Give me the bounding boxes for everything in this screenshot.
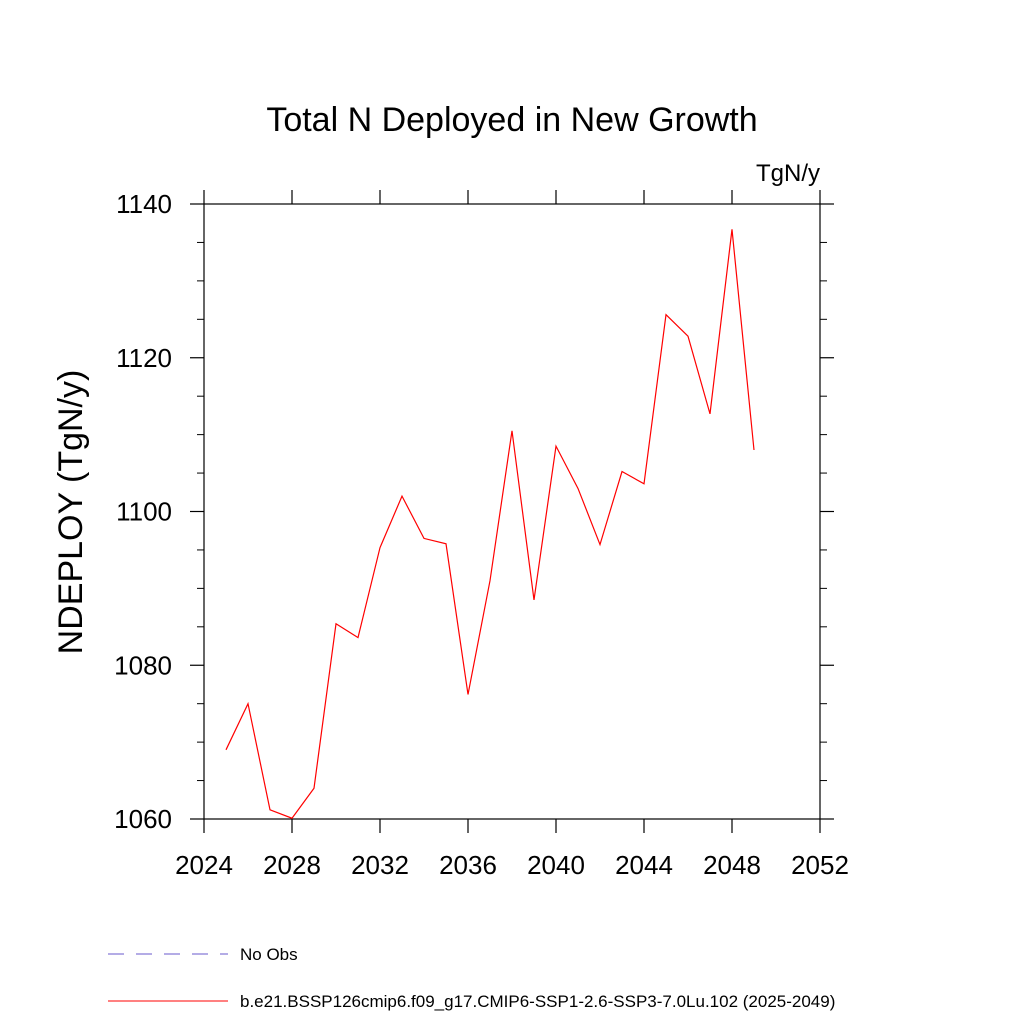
x-tick-label: 2028 [263,850,321,880]
x-tick-label: 2032 [351,850,409,880]
y-axis-label: NDEPLOY (TgN/y) [52,370,90,655]
y-tick-label: 1140 [116,189,172,219]
series-line [225,229,755,819]
x-tick-label: 2040 [527,850,585,880]
x-tick-label: 2036 [439,850,497,880]
y-tick-label: 1100 [116,497,172,527]
legend-label: No Obs [240,945,298,964]
x-tick-label: 2052 [791,850,849,880]
units-label: TgN/y [756,160,820,187]
axes: 2024 2028 2032 2036 2040 2044 2048 2052 1060 1080… [114,189,849,880]
y-tick-label: 1080 [114,650,172,680]
y-tick-label: 1120 [116,343,172,373]
legend: No Obs b.e21.BSSP126cmip6.f09_g17.CMIP6-S… [108,945,835,1011]
series-layer [225,229,755,819]
x-tick-label: 2044 [615,850,673,880]
plot-frame [203,203,821,820]
x-tick-label: 2024 [175,850,233,880]
chart-title: Total N Deployed in New Growth [266,101,757,139]
x-tick-label: 2048 [703,850,761,880]
legend-label: b.e21.BSSP126cmip6.f09_g17.CMIP6-SSP1-2.… [240,992,835,1011]
y-tick-label: 1060 [114,804,172,834]
